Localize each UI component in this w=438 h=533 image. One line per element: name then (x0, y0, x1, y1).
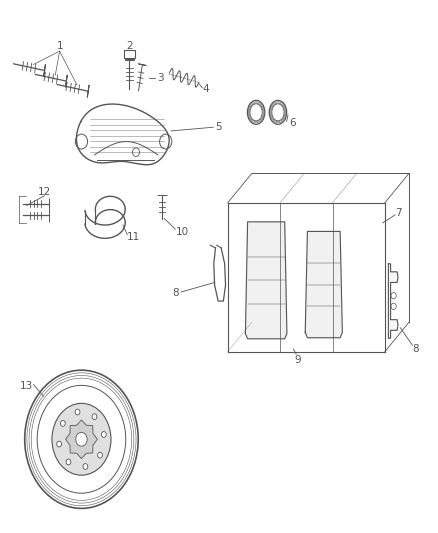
Text: 7: 7 (395, 208, 401, 219)
Polygon shape (389, 264, 398, 338)
Text: 1: 1 (57, 41, 63, 51)
Text: 3: 3 (157, 73, 163, 83)
Polygon shape (305, 231, 343, 338)
Text: 6: 6 (289, 118, 296, 128)
Circle shape (102, 432, 106, 438)
Text: 11: 11 (127, 232, 141, 243)
Text: 5: 5 (215, 122, 223, 132)
Circle shape (92, 414, 97, 419)
Circle shape (98, 452, 102, 458)
Text: 12: 12 (38, 187, 51, 197)
Polygon shape (245, 222, 287, 339)
Circle shape (83, 464, 88, 470)
Circle shape (57, 441, 61, 447)
Text: 8: 8 (412, 344, 419, 354)
Text: 4: 4 (203, 84, 209, 94)
Circle shape (76, 432, 87, 446)
Circle shape (60, 421, 65, 426)
Text: 2: 2 (126, 41, 133, 51)
Text: 10: 10 (175, 227, 188, 237)
Text: 8: 8 (172, 288, 179, 298)
Text: 9: 9 (294, 354, 301, 365)
Circle shape (75, 409, 80, 415)
Circle shape (52, 403, 111, 475)
Polygon shape (66, 420, 97, 458)
Text: 13: 13 (20, 381, 34, 391)
Circle shape (66, 459, 71, 465)
